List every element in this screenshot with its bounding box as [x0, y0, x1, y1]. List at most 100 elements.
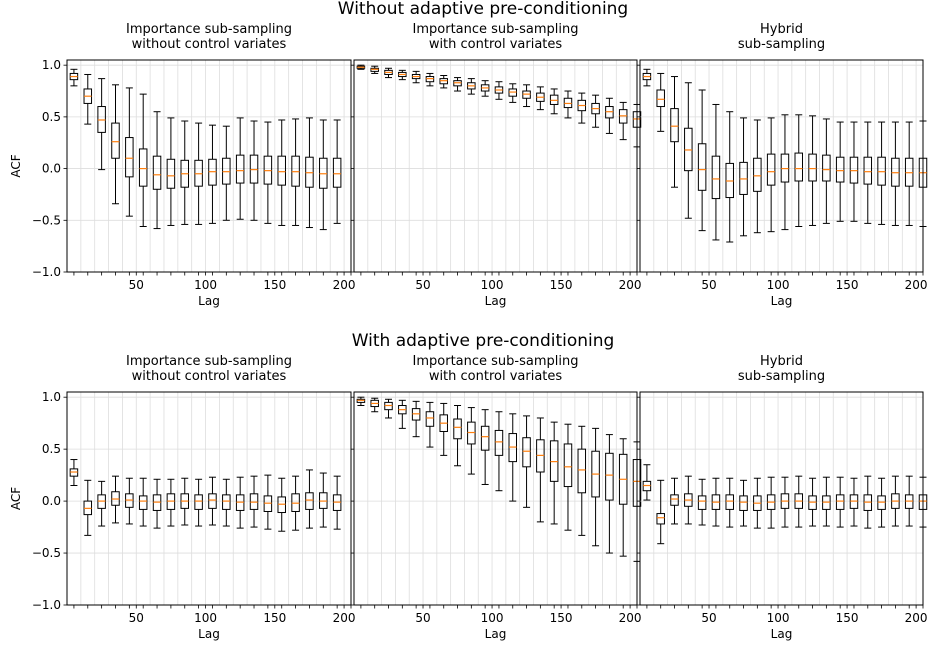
x-tick-label: 50: [415, 611, 430, 625]
iqr-box: [711, 155, 721, 200]
iqr-box: [835, 156, 845, 183]
panel-title-line: with control variates: [429, 37, 563, 52]
axes-frame: [353, 59, 638, 273]
x-tick-label: 200: [619, 611, 642, 625]
x-tick-label: 150: [263, 278, 286, 292]
x-tick-label: 150: [836, 278, 859, 292]
x-axis-label: Lag: [198, 627, 220, 641]
x-tick-label: 150: [550, 611, 573, 625]
iqr-box: [863, 156, 873, 185]
y-tick-label: −1.0: [32, 265, 61, 279]
x-tick-label: 50: [701, 278, 716, 292]
iqr-box: [697, 143, 707, 191]
axes-frame: [639, 391, 924, 606]
x-tick-label: 150: [263, 611, 286, 625]
x-axis-label: Lag: [771, 294, 793, 308]
y-tick-label: 0.0: [42, 494, 61, 508]
iqr-box: [222, 494, 231, 510]
panel-title-line: with control variates: [429, 369, 563, 384]
iqr-box: [808, 153, 817, 182]
axes-frame: [66, 59, 352, 273]
iqr-box: [494, 429, 504, 456]
iqr-box: [656, 513, 665, 525]
iqr-box: [835, 494, 845, 510]
x-tick-label: 200: [333, 611, 356, 625]
x-tick-label: 100: [481, 278, 504, 292]
x-axis-label: Lag: [198, 294, 220, 308]
row-title: Without adaptive pre-conditioning: [338, 0, 628, 19]
iqr-box: [522, 437, 531, 468]
x-tick-label: 50: [415, 278, 430, 292]
panel-title-line: Importance sub-sampling: [126, 354, 292, 369]
x-tick-label: 200: [905, 278, 928, 292]
x-tick-label: 50: [129, 278, 144, 292]
x-tick-label: 100: [481, 611, 504, 625]
panel-title-line: Importance sub-sampling: [413, 354, 579, 369]
y-tick-label: −0.5: [32, 546, 61, 560]
x-tick-label: 200: [905, 611, 928, 625]
iqr-box: [425, 411, 435, 427]
x-tick-label: 100: [767, 611, 790, 625]
axes-frame: [353, 391, 638, 606]
iqr-box: [453, 418, 462, 440]
iqr-box: [697, 495, 707, 510]
iqr-box: [822, 154, 831, 182]
iqr-box: [766, 153, 776, 186]
x-tick-label: 100: [767, 278, 790, 292]
x-tick-label: 150: [550, 278, 573, 292]
row-title: With adaptive pre-conditioning: [352, 331, 615, 351]
iqr-box: [166, 158, 176, 189]
iqr-box: [577, 448, 587, 494]
iqr-box: [563, 443, 573, 488]
panel-title-line: Importance sub-sampling: [413, 22, 579, 37]
panel-title-line: without control variates: [132, 369, 287, 384]
y-tick-label: −0.5: [32, 213, 61, 227]
panel-title-line: Hybrid: [760, 22, 803, 37]
axes-frame: [66, 391, 352, 606]
x-axis-label: Lag: [485, 627, 507, 641]
y-tick-label: 1.0: [42, 390, 61, 404]
x-tick-label: 200: [619, 278, 642, 292]
iqr-box: [656, 89, 665, 108]
y-axis-label: ACF: [9, 154, 23, 177]
x-tick-label: 100: [194, 278, 217, 292]
x-axis-label: Lag: [485, 294, 507, 308]
x-tick-label: 150: [836, 611, 859, 625]
iqr-box: [739, 495, 748, 511]
iqr-box: [794, 152, 804, 182]
y-tick-label: 0.0: [42, 162, 61, 176]
iqr-box: [235, 154, 245, 184]
panel-title-line: sub-sampling: [738, 37, 825, 52]
iqr-box: [194, 494, 203, 510]
iqr-box: [670, 494, 679, 506]
y-tick-label: 0.5: [42, 110, 61, 124]
iqr-box: [480, 425, 490, 451]
axes-frame: [639, 59, 924, 273]
iqr-box: [111, 122, 120, 159]
iqr-box: [605, 452, 614, 501]
y-tick-label: 1.0: [42, 58, 61, 72]
x-axis-label: Lag: [771, 627, 793, 641]
panel-title-line: Hybrid: [760, 354, 803, 369]
iqr-box: [208, 493, 217, 509]
iqr-box: [725, 494, 734, 510]
y-tick-label: −1.0: [32, 598, 61, 612]
iqr-box: [332, 157, 342, 188]
x-tick-label: 100: [194, 611, 217, 625]
y-tick-label: 0.5: [42, 442, 61, 456]
panel-title-line: Importance sub-sampling: [126, 22, 292, 37]
iqr-box: [670, 108, 679, 143]
x-tick-label: 200: [333, 278, 356, 292]
iqr-box: [277, 155, 286, 186]
y-axis-label: ACF: [9, 487, 23, 510]
iqr-box: [138, 148, 148, 187]
iqr-box: [753, 157, 762, 192]
iqr-box: [138, 495, 148, 510]
x-tick-label: 50: [701, 611, 716, 625]
panel-title-line: sub-sampling: [738, 369, 825, 384]
iqr-box: [125, 137, 134, 178]
x-tick-label: 50: [129, 611, 144, 625]
panel-title-line: without control variates: [132, 37, 287, 52]
iqr-box: [152, 155, 162, 190]
